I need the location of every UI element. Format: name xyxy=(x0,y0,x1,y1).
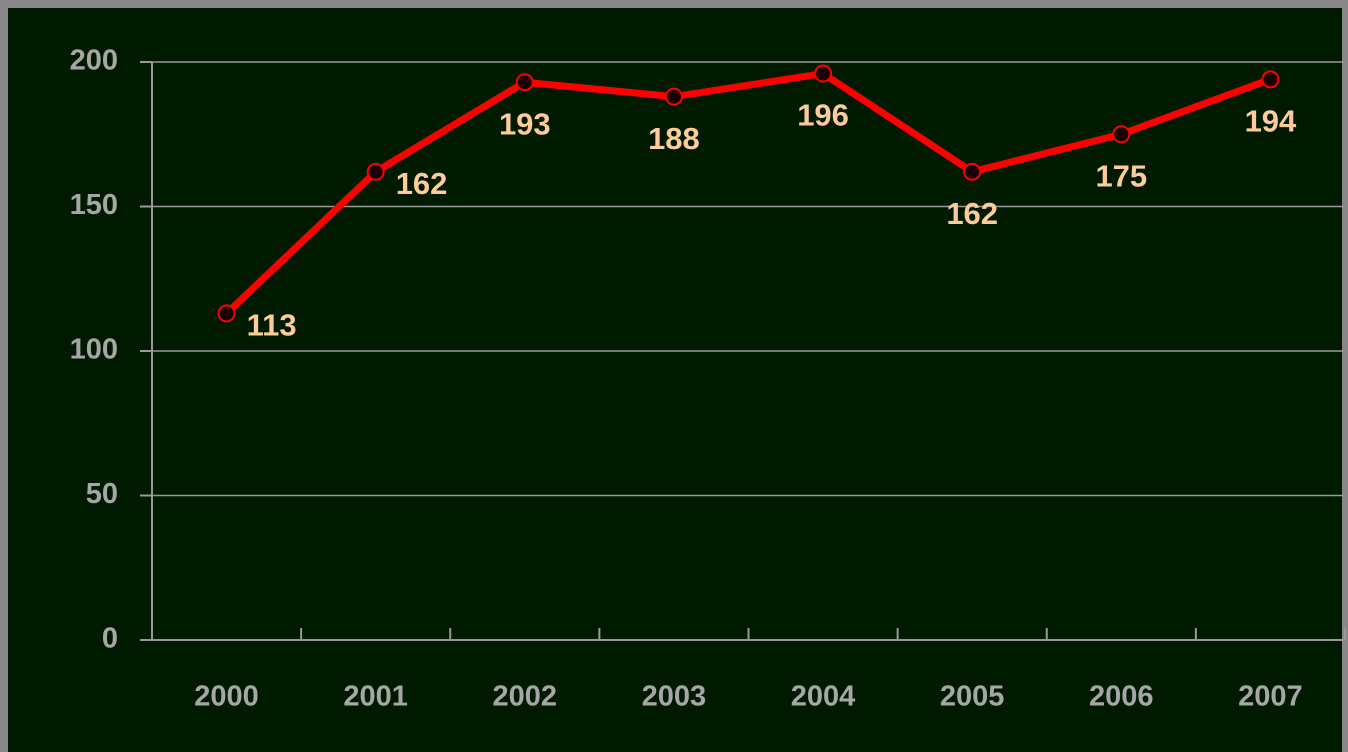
data-point xyxy=(664,87,683,106)
data-label: 162 xyxy=(396,166,448,201)
data-point xyxy=(1261,70,1280,89)
data-label: 175 xyxy=(1095,158,1147,193)
data-label: 193 xyxy=(499,106,551,141)
data-point xyxy=(1112,125,1131,144)
data-label: 113 xyxy=(247,308,297,343)
data-point xyxy=(366,162,385,181)
x-tick-label: 2003 xyxy=(642,681,707,713)
x-tick-label: 2005 xyxy=(940,681,1005,713)
y-tick-label: 0 xyxy=(102,623,118,655)
x-tick-label: 2002 xyxy=(493,681,558,713)
data-label: 194 xyxy=(1245,104,1297,139)
y-tick-label: 200 xyxy=(70,45,118,77)
y-tick-label: 100 xyxy=(70,334,118,366)
x-tick-label: 2007 xyxy=(1238,681,1303,713)
data-label: 162 xyxy=(946,196,998,231)
x-tick-label: 2000 xyxy=(194,681,259,713)
data-label: 196 xyxy=(797,98,849,133)
data-point xyxy=(814,64,833,83)
data-label: 188 xyxy=(648,121,700,156)
x-tick-label: 2001 xyxy=(343,681,408,713)
data-point xyxy=(963,162,982,181)
x-tick-label: 2004 xyxy=(791,681,856,713)
y-tick-label: 50 xyxy=(86,478,118,510)
y-tick-label: 150 xyxy=(70,189,118,221)
data-point xyxy=(515,73,534,92)
x-tick-label: 2006 xyxy=(1089,681,1154,713)
data-point xyxy=(217,304,236,323)
data-line xyxy=(224,70,1272,316)
